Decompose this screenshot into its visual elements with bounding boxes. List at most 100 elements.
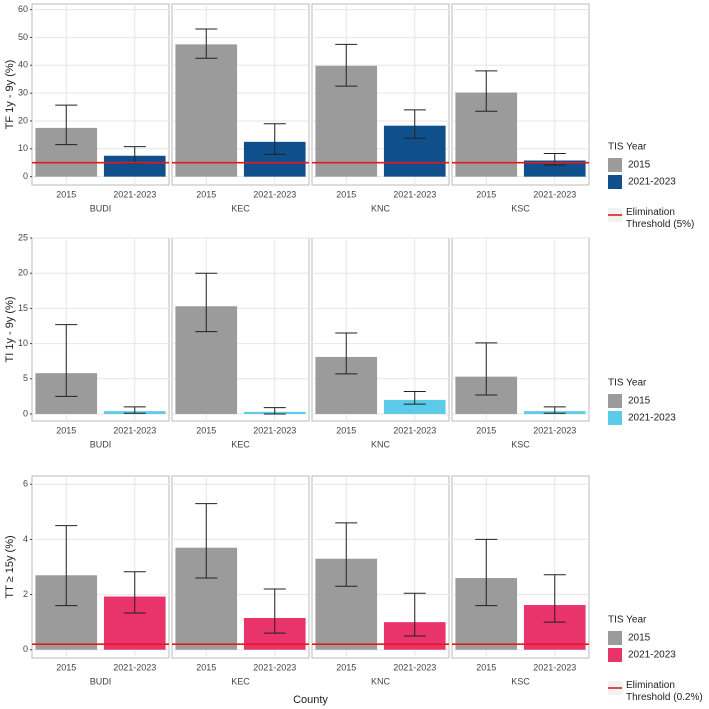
error-bar — [403, 109, 426, 139]
facet-label: KNC — [371, 676, 391, 686]
y-tick-label: 0 — [23, 644, 28, 654]
bar — [175, 44, 238, 177]
facet-label: KEC — [231, 676, 250, 686]
error-bar — [123, 406, 146, 414]
legend-label: 2015 — [628, 396, 651, 407]
y-tick-label: 10 — [18, 338, 28, 348]
y-axis-label: TI 1y - 9y (%) — [4, 296, 16, 362]
x-tick-label: 2015 — [196, 662, 216, 672]
x-tick-label: 2015 — [196, 189, 216, 199]
y-tick-label: 20 — [18, 268, 28, 278]
y-tick-label: 10 — [18, 143, 28, 153]
error-bar — [195, 503, 218, 579]
x-tick-label: 2015 — [196, 425, 216, 435]
legend-label-box: Elimination Threshold (5%) — [626, 207, 695, 230]
error-bar — [123, 571, 146, 614]
error-bar — [55, 104, 78, 146]
error-bar — [195, 272, 218, 333]
x-tick-label: 2021-2023 — [113, 425, 156, 435]
x-tick-label: 2021-2023 — [113, 662, 156, 672]
legend-title: TIS Year — [608, 615, 647, 626]
facet-label: KSC — [511, 439, 530, 449]
legend-swatch — [608, 411, 622, 425]
y-tick-label: 20 — [18, 115, 28, 125]
error-bar — [475, 70, 498, 112]
legend-swatch — [608, 158, 622, 172]
x-axis-label: County — [293, 694, 328, 706]
x-tick-label: 2015 — [476, 425, 496, 435]
x-tick-label: 2021-2023 — [393, 425, 436, 435]
legend-label: 2015 — [628, 160, 651, 171]
y-tick-label: 6 — [23, 479, 28, 489]
x-tick-label: 2015 — [336, 425, 356, 435]
error-bar — [263, 588, 286, 634]
legend-label: 2021-2023 — [628, 177, 676, 188]
legend-label: Elimination Threshold (0.2%) — [626, 680, 703, 703]
legend-title: TIS Year — [608, 378, 647, 389]
legend-label-box: Elimination Threshold (0.2%) — [626, 680, 703, 703]
error-bar — [55, 525, 78, 607]
legend-swatch — [608, 648, 622, 662]
y-tick-label: 15 — [18, 303, 28, 313]
error-bar — [403, 592, 426, 637]
x-tick-label: 2015 — [476, 662, 496, 672]
x-tick-label: 2015 — [336, 662, 356, 672]
x-tick-label: 2015 — [56, 662, 76, 672]
facet-label: KEC — [231, 203, 250, 213]
y-tick-label: 2 — [23, 589, 28, 599]
legend-label: 2021-2023 — [628, 650, 676, 661]
y-tick-label: 50 — [18, 32, 28, 42]
x-tick-label: 2021-2023 — [393, 662, 436, 672]
facet-label: BUDI — [90, 676, 112, 686]
x-tick-label: 2021-2023 — [253, 662, 296, 672]
facet-label: KEC — [231, 439, 250, 449]
bar — [103, 155, 166, 177]
legend-title: TIS Year — [608, 142, 647, 153]
legend-swatch — [608, 394, 622, 408]
y-tick-label: 4 — [23, 534, 28, 544]
facet-label: KNC — [371, 203, 391, 213]
error-bar — [403, 390, 426, 405]
x-tick-label: 2021-2023 — [253, 425, 296, 435]
x-tick-label: 2015 — [56, 189, 76, 199]
x-tick-label: 2021-2023 — [533, 425, 576, 435]
x-tick-label: 2021-2023 — [113, 189, 156, 199]
error-bar — [195, 28, 218, 59]
y-axis-label: TT ≥ 15y (%) — [4, 535, 16, 598]
x-tick-label: 2015 — [336, 189, 356, 199]
y-tick-label: 60 — [18, 4, 28, 14]
facet-label: BUDI — [90, 203, 112, 213]
error-bar — [475, 538, 498, 607]
x-tick-label: 2015 — [56, 425, 76, 435]
y-tick-label: 5 — [23, 373, 28, 383]
y-tick-label: 0 — [23, 171, 28, 181]
legend-swatch — [608, 631, 622, 645]
x-tick-label: 2015 — [476, 189, 496, 199]
facet-label: KSC — [511, 676, 530, 686]
error-bar — [263, 407, 286, 415]
y-tick-label: 30 — [18, 87, 28, 97]
bar — [383, 399, 446, 414]
x-tick-label: 2021-2023 — [393, 189, 436, 199]
facet-label: KNC — [371, 439, 391, 449]
legend-label: 2021-2023 — [628, 413, 676, 424]
x-tick-label: 2021-2023 — [533, 662, 576, 672]
y-axis-label: TF 1y - 9y (%) — [4, 60, 16, 130]
error-bar — [543, 574, 566, 623]
y-tick-label: 25 — [18, 232, 28, 242]
error-bar — [335, 43, 358, 87]
x-tick-label: 2021-2023 — [253, 189, 296, 199]
error-bar — [335, 522, 358, 587]
facet-label: BUDI — [90, 439, 112, 449]
legend-label: Elimination Threshold (5%) — [626, 207, 695, 230]
legend-swatch — [608, 175, 622, 189]
error-bar — [263, 123, 286, 155]
x-tick-label: 2021-2023 — [533, 189, 576, 199]
error-bar — [475, 342, 498, 396]
error-bar — [543, 406, 566, 414]
y-tick-label: 40 — [18, 60, 28, 70]
y-tick-label: 0 — [23, 408, 28, 418]
error-bar — [335, 332, 358, 375]
bar — [523, 160, 586, 177]
